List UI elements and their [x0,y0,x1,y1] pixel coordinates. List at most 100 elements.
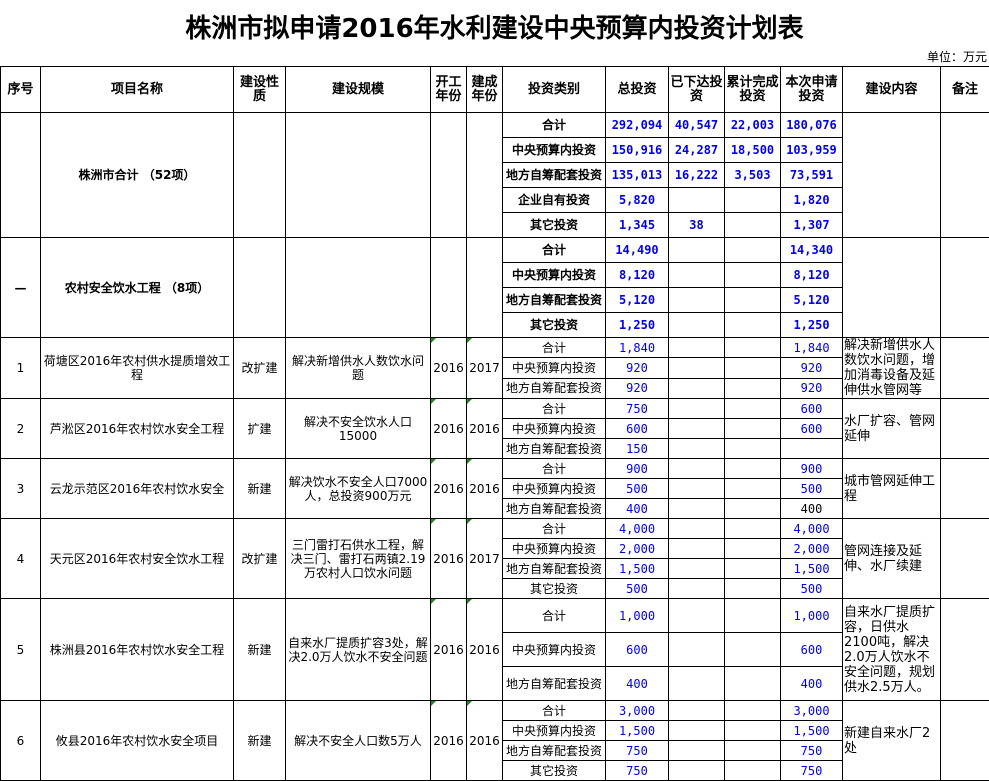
note-cell [941,599,989,701]
total-investment-cell: 600 [606,419,669,439]
start-year-cell [431,238,467,338]
issued-investment-cell [669,499,725,519]
scale-cell [286,113,431,238]
requested-investment-cell: 1,840 [781,338,843,358]
investment-type-cell: 合计 [503,113,606,138]
investment-type-cell: 合计 [503,701,606,721]
nature-cell [234,238,286,338]
header-nature: 建设性质 [234,67,286,113]
issued-investment-cell [669,288,725,313]
completed-investment-cell [725,459,781,479]
construction-content-cell: 水厂扩容、管网延伸 [843,399,941,459]
seq-cell: 5 [1,599,41,701]
issued-investment-cell [669,761,725,781]
end-year-cell: 2016 [467,701,503,781]
total-investment-cell: 1,500 [606,559,669,579]
completed-investment-cell [725,579,781,599]
investment-type-cell: 合计 [503,238,606,263]
construction-content-cell: 解决新增供水人数饮水问题，增加消毒设备及延伸供水管网等 [843,338,941,399]
total-investment-cell: 750 [606,399,669,419]
investment-type-cell: 中央预算内投资 [503,721,606,741]
investment-type-cell: 地方自筹配套投资 [503,288,606,313]
note-cell [941,399,989,459]
issued-investment-cell [669,741,725,761]
total-investment-cell: 8,120 [606,263,669,288]
nature-cell: 新建 [234,701,286,781]
requested-investment-cell: 73,591 [781,163,843,188]
completed-investment-cell [725,288,781,313]
requested-investment-cell: 600 [781,633,843,667]
investment-type-cell: 中央预算内投资 [503,633,606,667]
issued-investment-cell [669,439,725,459]
seq-cell: 2 [1,399,41,459]
project-name-cell: 天元区2016年农村安全饮水工程 [41,519,234,599]
completed-investment-cell [725,499,781,519]
completed-investment-cell [725,599,781,633]
note-cell [941,238,989,338]
investment-type-cell: 中央预算内投资 [503,539,606,559]
investment-type-cell: 地方自筹配套投资 [503,378,606,398]
nature-cell: 新建 [234,599,286,701]
scale-cell: 解决不安全人口数5万人 [286,701,431,781]
scale-cell: 三门雷打石供水工程，解决三门、雷打石两镇2.19万农村人口饮水问题 [286,519,431,599]
requested-investment-cell [781,439,843,459]
construction-content-cell: 管网连接及延伸、水厂续建 [843,519,941,599]
header-row: 序号项目名称建设性质建设规模开工年份建成年份投资类别总投资已下达投资累计完成投资… [1,67,989,113]
header-investment-type: 投资类别 [503,67,606,113]
seq-cell [1,113,41,238]
requested-investment-cell: 750 [781,761,843,781]
start-year-cell: 2016 [431,459,467,519]
investment-type-cell: 地方自筹配套投资 [503,439,606,459]
requested-investment-cell: 400 [781,667,843,701]
total-investment-cell: 500 [606,579,669,599]
total-investment-cell: 600 [606,633,669,667]
issued-investment-cell: 24,287 [669,138,725,163]
completed-investment-cell [725,399,781,419]
requested-investment-cell: 500 [781,479,843,499]
requested-investment-cell: 600 [781,419,843,439]
total-investment-cell: 1,840 [606,338,669,358]
header-project-name: 项目名称 [41,67,234,113]
investment-type-cell: 合计 [503,399,606,419]
end-year-cell: 2017 [467,519,503,599]
requested-investment-cell: 103,959 [781,138,843,163]
total-investment-cell: 1,345 [606,213,669,238]
investment-type-cell: 中央预算内投资 [503,479,606,499]
header-start-year: 开工年份 [431,67,467,113]
completed-investment-cell [725,559,781,579]
requested-investment-cell: 14,340 [781,238,843,263]
completed-investment-cell [725,721,781,741]
construction-content-cell: 新建自来水厂2处 [843,701,941,781]
issued-investment-cell: 16,222 [669,163,725,188]
header-completed-investment: 累计完成投资 [725,67,781,113]
requested-investment-cell: 1,820 [781,188,843,213]
total-investment-cell: 500 [606,479,669,499]
issued-investment-cell [669,378,725,398]
requested-investment-cell: 2,000 [781,539,843,559]
requested-investment-cell: 1,500 [781,559,843,579]
completed-investment-cell [725,419,781,439]
investment-table: 序号项目名称建设性质建设规模开工年份建成年份投资类别总投资已下达投资累计完成投资… [0,66,989,781]
note-cell [941,338,989,399]
completed-investment-cell: 3,503 [725,163,781,188]
total-investment-cell: 920 [606,378,669,398]
completed-investment-cell [725,439,781,459]
start-year-cell: 2016 [431,701,467,781]
requested-investment-cell: 1,500 [781,721,843,741]
end-year-cell: 2016 [467,399,503,459]
issued-investment-cell [669,667,725,701]
investment-type-cell: 合计 [503,459,606,479]
investment-type-cell: 中央预算内投资 [503,263,606,288]
nature-cell: 新建 [234,459,286,519]
end-year-cell: 2016 [467,459,503,519]
project-name-cell: 攸县2016年农村饮水安全项目 [41,701,234,781]
total-investment-cell: 1,500 [606,721,669,741]
requested-investment-cell: 8,120 [781,263,843,288]
investment-type-cell: 中央预算内投资 [503,138,606,163]
completed-investment-cell [725,213,781,238]
total-investment-cell: 292,094 [606,113,669,138]
completed-investment-cell: 22,003 [725,113,781,138]
